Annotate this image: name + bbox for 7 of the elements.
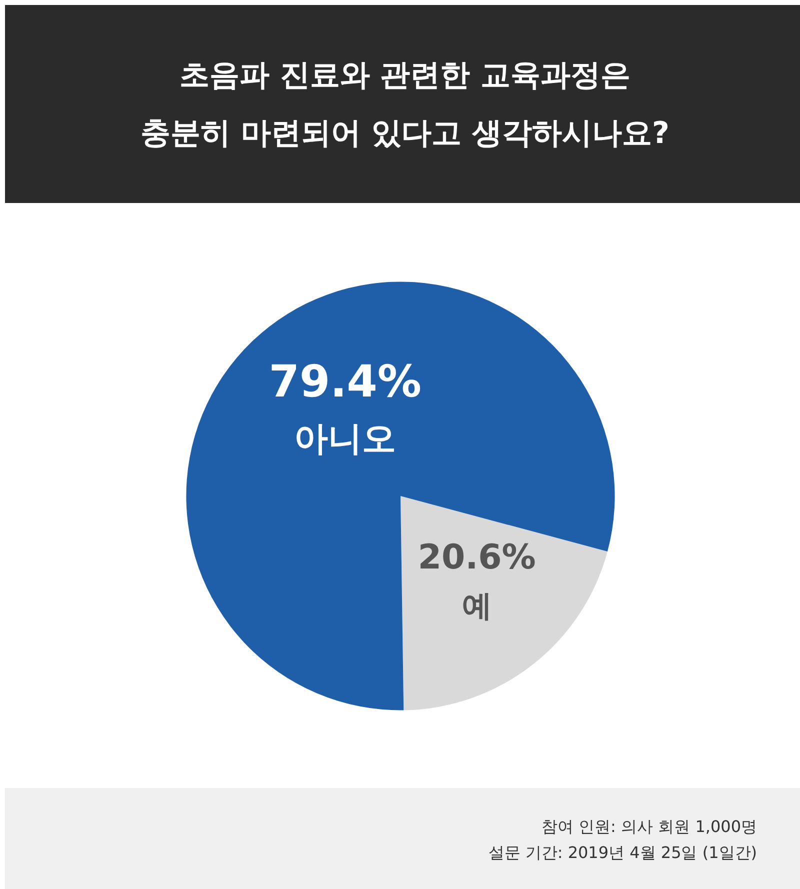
data-label: 79.4% (268, 356, 422, 408)
text: 설문 기간: 2019년 4월 25일 (1일간) (488, 843, 757, 862)
slice-label: 아니오 (294, 418, 396, 459)
data-label: 20.6% (418, 537, 536, 578)
slice-label: 예 (462, 588, 492, 624)
text: 참여 인원: 의사 회원 1,000명 (541, 817, 757, 836)
chart-title: 초음파 진료와 관련한 교육과정은 충분히 마련되어 있다고 생각하시나요? (140, 57, 670, 153)
